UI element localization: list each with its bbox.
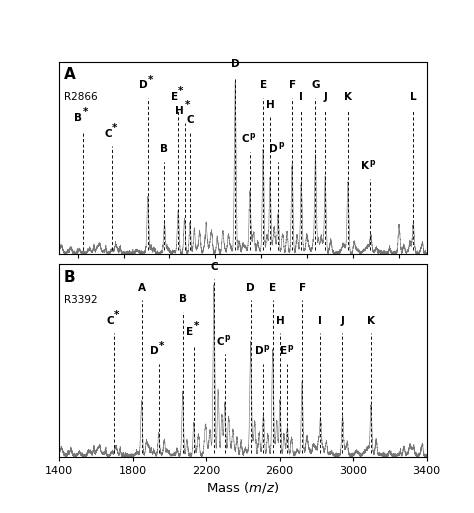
Text: A: A [137, 283, 146, 293]
Text: E: E [280, 346, 287, 357]
Text: D: D [139, 81, 147, 90]
Text: B: B [74, 113, 82, 123]
Text: p: p [250, 131, 255, 140]
Text: E: E [269, 283, 276, 293]
Text: J: J [323, 92, 327, 102]
Text: *: * [184, 100, 190, 110]
Text: J: J [340, 315, 345, 326]
Text: C: C [210, 262, 218, 271]
Text: D: D [255, 346, 263, 357]
Text: R2866: R2866 [64, 92, 97, 103]
Text: C: C [186, 115, 194, 125]
Text: I: I [319, 315, 322, 326]
Text: F: F [299, 283, 306, 293]
Text: p: p [264, 343, 269, 351]
Text: *: * [147, 75, 153, 85]
Text: B: B [161, 144, 168, 154]
Text: F: F [289, 81, 296, 90]
Text: I: I [300, 92, 303, 102]
Text: *: * [114, 310, 119, 320]
Text: H: H [276, 315, 284, 326]
Text: C: C [104, 129, 112, 139]
Text: *: * [159, 341, 164, 350]
Text: p: p [278, 140, 283, 149]
Text: R3392: R3392 [64, 294, 97, 305]
Text: E: E [260, 81, 267, 90]
Text: *: * [112, 123, 118, 133]
Text: p: p [225, 333, 230, 342]
Text: C: C [106, 315, 114, 326]
Text: *: * [82, 107, 88, 117]
Text: K: K [344, 92, 352, 102]
Text: D: D [246, 283, 255, 293]
Text: C: C [217, 337, 225, 347]
Text: D: D [231, 60, 239, 69]
Text: A: A [64, 67, 75, 83]
Text: H: H [266, 100, 274, 110]
Text: E: E [171, 92, 178, 102]
Text: *: * [178, 86, 183, 96]
Text: L: L [410, 92, 417, 102]
Text: K: K [367, 315, 375, 326]
Text: B: B [179, 294, 187, 304]
Text: B: B [64, 270, 75, 285]
X-axis label: Mass ($\mathit{m/z}$): Mass ($\mathit{m/z}$) [206, 480, 280, 495]
Text: D: D [150, 346, 158, 357]
Text: H: H [175, 106, 184, 115]
Text: D: D [269, 144, 278, 154]
Text: C: C [242, 134, 249, 145]
Text: G: G [311, 81, 320, 90]
Text: E: E [186, 327, 193, 337]
Text: K: K [361, 162, 369, 171]
Text: p: p [369, 157, 375, 167]
Text: *: * [194, 321, 199, 331]
Text: p: p [287, 343, 292, 351]
